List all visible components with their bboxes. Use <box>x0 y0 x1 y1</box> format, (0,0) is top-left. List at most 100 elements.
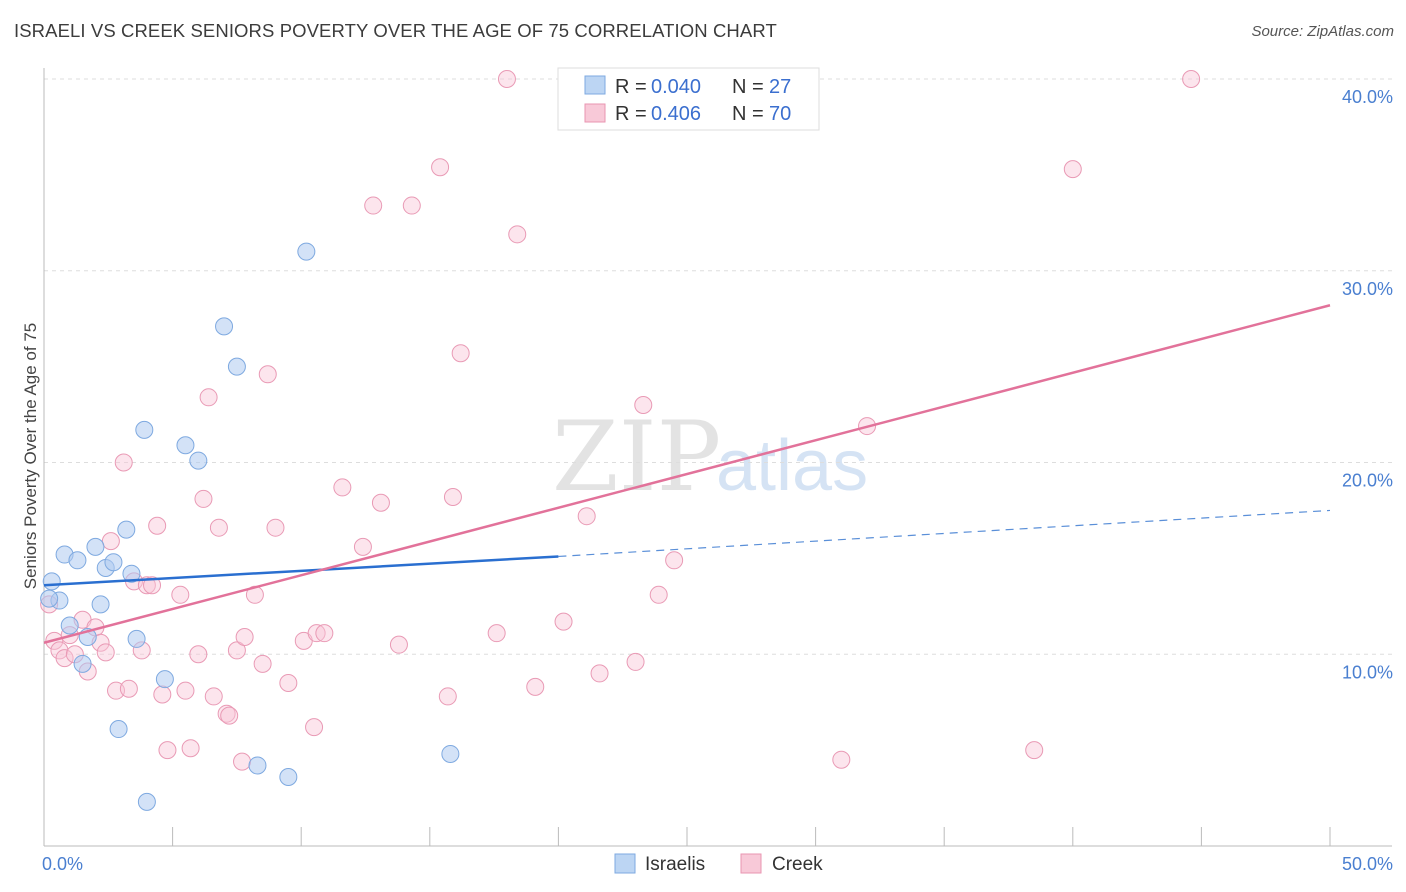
israelis-point <box>279 767 298 786</box>
israelis-point <box>137 792 156 811</box>
creek-point <box>364 196 383 215</box>
bottom-legend-creek: Creek <box>772 854 823 875</box>
creek-point <box>451 344 470 363</box>
x-tick-label-min: 0.0% <box>42 854 83 874</box>
legend-n-value-israelis: 27 <box>769 76 791 98</box>
creek-point <box>158 741 177 760</box>
creek-point <box>307 624 326 643</box>
creek-point <box>508 225 527 244</box>
correlation-legend: R = 0.040 N = 27 R = 0.406 N = 70 <box>557 67 820 131</box>
creek-point <box>181 739 200 758</box>
israelis-point <box>176 436 195 455</box>
legend-r-label-2: R = <box>615 103 647 125</box>
israelis-point <box>189 451 208 470</box>
creek-point <box>590 664 609 683</box>
creek-point <box>353 537 372 556</box>
creek-point <box>626 652 645 671</box>
israelis-point <box>91 595 110 614</box>
creek-point <box>1063 160 1082 179</box>
creek-point <box>497 70 516 88</box>
creek-point <box>526 677 545 696</box>
creek-point <box>266 518 285 537</box>
creek-point <box>220 706 239 725</box>
legend-swatch-creek <box>584 103 606 123</box>
creek-point <box>402 196 421 215</box>
legend-swatch-israelis <box>584 75 606 95</box>
israelis-point <box>117 520 136 539</box>
creek-point <box>1025 741 1044 760</box>
israelis-trend-extension <box>558 509 1331 558</box>
creek-point <box>832 750 851 769</box>
israelis-point <box>135 420 154 439</box>
creek-point <box>227 641 246 660</box>
creek-point <box>199 388 218 407</box>
y-tick-label: 30.0% <box>1342 279 1393 299</box>
creek-point <box>153 685 172 704</box>
creek-points <box>40 70 1201 771</box>
creek-point <box>209 518 228 537</box>
creek-point <box>101 532 120 551</box>
legend-n-label-2: N = <box>732 103 764 125</box>
gridlines <box>44 78 1392 655</box>
israelis-point <box>127 629 146 648</box>
creek-trend-line <box>43 304 1331 644</box>
israelis-trend-line <box>43 555 559 587</box>
axes <box>43 68 1392 847</box>
creek-point <box>253 654 272 673</box>
creek-point <box>233 752 252 771</box>
israelis-point <box>215 317 234 336</box>
creek-point <box>189 645 208 664</box>
creek-point <box>119 679 138 698</box>
creek-point <box>258 365 277 384</box>
legend-r-label-1: R = <box>615 76 647 98</box>
israelis-point <box>227 357 246 376</box>
creek-point <box>148 516 167 535</box>
chart-source: Source: ZipAtlas.com <box>1251 23 1394 40</box>
tick-labels: 10.0% 20.0% 30.0% 40.0% 0.0% 50.0% <box>42 87 1393 874</box>
bottom-legend-israelis: Israelis <box>645 854 705 875</box>
creek-point <box>389 635 408 654</box>
bottom-swatch-israelis <box>614 853 636 874</box>
creek-point <box>333 478 352 497</box>
israelis-points <box>40 242 460 811</box>
y-tick-label: 20.0% <box>1342 471 1393 491</box>
creek-point <box>96 643 115 662</box>
israelis-point <box>42 572 61 591</box>
creek-point <box>665 551 684 570</box>
creek-point <box>137 576 156 595</box>
israelis-point <box>441 744 460 763</box>
creek-point <box>487 624 506 643</box>
creek-point <box>194 489 213 508</box>
creek-point <box>143 576 162 595</box>
creek-point <box>371 493 390 512</box>
israelis-point <box>86 537 105 556</box>
creek-point <box>438 687 457 706</box>
israelis-point <box>109 720 128 739</box>
y-tick-label: 10.0% <box>1342 662 1393 682</box>
israelis-point <box>68 551 87 570</box>
creek-point <box>443 488 462 507</box>
legend-r-value-creek: 0.406 <box>651 103 701 125</box>
israelis-point <box>297 242 316 261</box>
israelis-point <box>104 553 123 572</box>
creek-point <box>431 158 450 177</box>
israelis-point <box>73 654 92 673</box>
creek-point <box>554 612 573 631</box>
creek-point <box>279 674 298 693</box>
x-tick-label-max: 50.0% <box>1342 854 1393 874</box>
creek-point <box>235 627 254 646</box>
trend-lines <box>43 304 1331 644</box>
chart-title: ISRAELI VS CREEK SENIORS POVERTY OVER TH… <box>14 20 777 41</box>
creek-point <box>217 704 236 723</box>
creek-point <box>649 585 668 604</box>
israelis-point <box>40 589 59 608</box>
bottom-swatch-creek <box>740 853 762 874</box>
creek-point <box>176 681 195 700</box>
creek-point <box>55 649 74 668</box>
israelis-point <box>155 670 174 689</box>
watermark-atlas: atlas <box>716 426 868 506</box>
creek-point <box>634 395 653 414</box>
creek-point <box>1182 70 1201 88</box>
y-tick-label: 40.0% <box>1342 87 1393 107</box>
